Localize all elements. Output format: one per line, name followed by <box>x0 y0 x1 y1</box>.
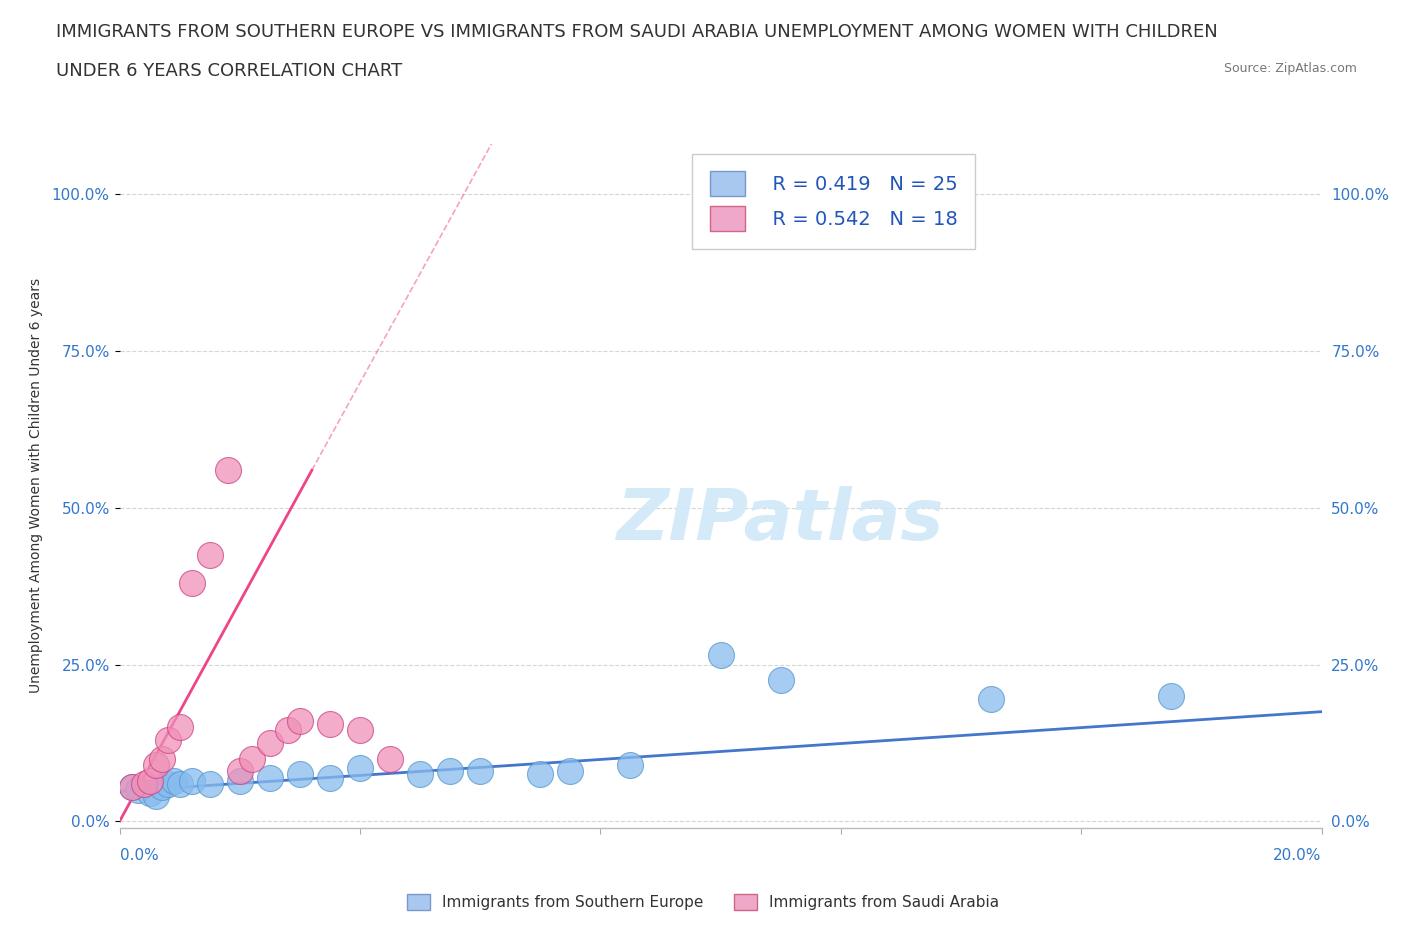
Point <box>180 773 202 788</box>
Point <box>980 692 1002 707</box>
Point <box>378 751 401 766</box>
Point <box>150 751 173 766</box>
Point <box>169 777 191 791</box>
Point <box>560 764 582 778</box>
Legend:   R = 0.419   N = 25,   R = 0.542   N = 18: R = 0.419 N = 25, R = 0.542 N = 18 <box>692 153 976 248</box>
Point <box>439 764 461 778</box>
Point <box>349 761 371 776</box>
Point <box>1160 688 1182 703</box>
Point <box>259 770 281 785</box>
Point <box>228 764 252 778</box>
Text: UNDER 6 YEARS CORRELATION CHART: UNDER 6 YEARS CORRELATION CHART <box>56 62 402 80</box>
Point <box>468 764 492 778</box>
Text: IMMIGRANTS FROM SOUTHERN EUROPE VS IMMIGRANTS FROM SAUDI ARABIA UNEMPLOYMENT AMO: IMMIGRANTS FROM SOUTHERN EUROPE VS IMMIG… <box>56 23 1218 41</box>
Point <box>228 773 252 788</box>
Point <box>198 777 221 791</box>
Point <box>198 548 221 563</box>
Point <box>529 767 551 782</box>
Point <box>121 779 143 794</box>
Text: Source: ZipAtlas.com: Source: ZipAtlas.com <box>1223 62 1357 75</box>
Point <box>138 773 160 788</box>
Point <box>156 777 179 791</box>
Point <box>288 713 311 728</box>
Point <box>138 786 160 801</box>
Point <box>709 648 731 663</box>
Point <box>132 777 155 791</box>
Point <box>319 770 342 785</box>
Point <box>769 673 792 688</box>
Point <box>169 720 191 735</box>
Text: 20.0%: 20.0% <box>1274 848 1322 863</box>
Point <box>277 723 299 737</box>
Point <box>145 758 167 773</box>
Point <box>409 767 432 782</box>
Point <box>145 789 167 804</box>
Point <box>288 767 311 782</box>
Point <box>619 758 641 773</box>
Point <box>150 779 173 794</box>
Point <box>127 783 149 798</box>
Point <box>162 773 184 788</box>
Point <box>349 723 371 737</box>
Point <box>121 779 143 794</box>
Point <box>217 463 239 478</box>
Point <box>259 736 281 751</box>
Y-axis label: Unemployment Among Women with Children Under 6 years: Unemployment Among Women with Children U… <box>30 278 44 694</box>
Text: ZIPatlas: ZIPatlas <box>617 485 945 554</box>
Legend: Immigrants from Southern Europe, Immigrants from Saudi Arabia: Immigrants from Southern Europe, Immigra… <box>399 886 1007 918</box>
Point <box>319 717 342 732</box>
Point <box>180 576 202 591</box>
Point <box>156 733 179 748</box>
Point <box>240 751 263 766</box>
Text: 0.0%: 0.0% <box>120 848 159 863</box>
